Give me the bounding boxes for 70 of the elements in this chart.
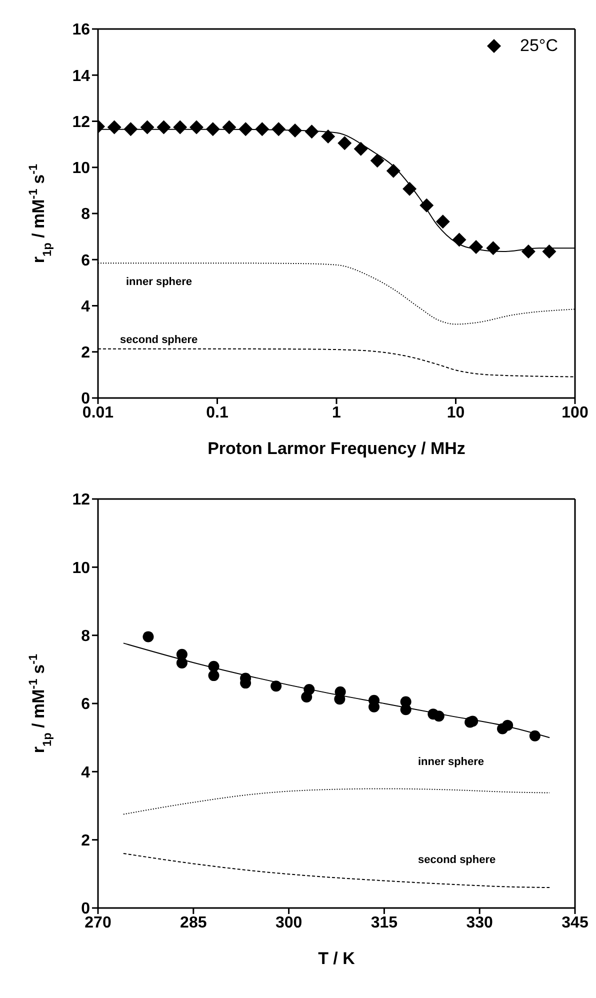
point [370,154,384,168]
point [206,122,220,136]
y-tick-label: 4 [81,764,90,782]
x-axis-title: T / K [318,949,356,968]
point [156,120,171,134]
point [270,680,282,692]
point [452,232,466,247]
point [208,660,220,672]
x-tick-label: 100 [562,404,588,422]
point [433,710,444,722]
line-series [122,788,550,815]
point [502,720,514,731]
point [208,670,220,682]
y-tick-label: 8 [81,206,90,224]
point [222,120,236,134]
y-tick-label: 2 [81,832,90,850]
point [354,142,368,156]
annotation: inner sphere [126,276,192,288]
y-tick-label: 2 [81,344,90,362]
line-series [122,642,550,738]
point [386,164,400,178]
point [338,136,352,150]
y-tick-label: 6 [81,252,90,270]
point [486,241,500,256]
line-series [122,852,550,888]
y-tick-label: 16 [72,22,90,39]
y-tick-label: 10 [72,160,90,178]
point [400,704,412,716]
point [255,122,270,136]
point [334,694,346,705]
y-tick-label: 10 [72,560,90,577]
point [304,124,319,139]
y-tick-label: 12 [72,114,90,131]
y-tick-label: 14 [72,68,90,85]
point [142,631,154,642]
point [238,122,253,136]
point [321,129,336,144]
point [469,240,484,254]
point [190,120,204,134]
point [402,182,417,196]
point [288,123,302,138]
point [301,692,312,703]
point [176,657,188,668]
point [173,120,188,134]
x-tick-label: 0.01 [82,404,114,422]
x-tick-label: 345 [562,914,588,932]
y-tick-label: 12 [72,492,90,509]
annotation: second sphere [120,334,198,346]
y-tick-label: 4 [81,298,90,316]
x-tick-label: 0.1 [206,404,228,422]
y-tick-label: 8 [81,628,90,646]
point [436,214,450,229]
annotation: inner sphere [418,756,484,768]
legend-label: 25°C [520,36,558,56]
annotation: second sphere [418,854,496,866]
x-tick-label: 300 [275,914,302,932]
x-tick-label: 330 [466,914,494,932]
point [467,716,478,727]
point [420,198,434,212]
x-axis-title: Proton Larmor Frequency / MHz [208,439,466,458]
point [124,122,138,136]
point [107,120,122,134]
point [529,730,540,742]
x-tick-label: 10 [446,404,465,422]
x-tick-label: 1 [332,404,342,422]
x-tick-label: 315 [370,914,398,932]
point [272,122,286,136]
x-tick-label: 285 [180,914,207,932]
y-tick-label: 6 [81,696,90,714]
point [140,120,154,134]
